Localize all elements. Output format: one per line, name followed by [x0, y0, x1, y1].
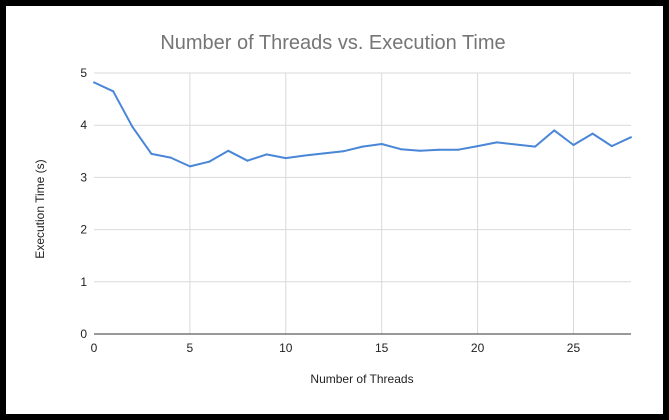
data-point	[419, 149, 421, 152]
x-tick-label: 5	[187, 341, 194, 355]
x-tick-label: 15	[375, 341, 389, 355]
data-point	[553, 129, 556, 132]
y-tick-label: 3	[80, 170, 87, 184]
data-point	[534, 145, 537, 148]
data-points	[93, 81, 632, 168]
y-tick-label: 4	[80, 118, 87, 132]
series-line	[93, 81, 632, 168]
data-point	[361, 145, 364, 148]
data-point	[591, 132, 594, 135]
data-point	[495, 141, 498, 144]
y-axis-label: Execution Time (s)	[33, 159, 47, 258]
y-tick-label: 5	[80, 66, 87, 80]
data-point	[514, 143, 517, 146]
chart-title: Number of Threads vs. Execution Time	[160, 32, 505, 54]
data-point	[265, 153, 268, 156]
y-tick-label: 1	[80, 275, 87, 289]
x-tick-label: 25	[567, 341, 581, 355]
x-tick-label: 20	[471, 341, 485, 355]
data-point	[93, 81, 95, 84]
x-tick-label: 0	[91, 341, 98, 355]
x-tick-label: 10	[279, 341, 293, 355]
data-point	[438, 148, 441, 151]
data-point	[380, 143, 383, 145]
data-point	[131, 125, 134, 128]
data-point	[112, 90, 115, 93]
data-point	[399, 148, 402, 151]
x-axis-label: Number of Threads	[310, 372, 413, 386]
data-point	[572, 144, 575, 146]
data-point	[476, 145, 479, 148]
y-tick-label: 2	[80, 223, 87, 237]
data-point	[457, 148, 460, 151]
data-point	[169, 156, 172, 159]
data-point	[188, 165, 191, 168]
data-point	[304, 154, 306, 157]
data-point	[208, 160, 211, 163]
gridlines	[94, 72, 631, 334]
y-axis-ticks: 0 1 2 3 4 5	[80, 66, 87, 341]
data-point	[630, 136, 632, 139]
data-point	[342, 150, 345, 153]
x-axis-ticks: 0 5 10 15 20 25	[91, 341, 581, 355]
data-point	[246, 159, 249, 162]
data-point	[227, 149, 230, 152]
data-point	[150, 152, 153, 155]
y-tick-label: 0	[80, 327, 87, 341]
data-point	[610, 145, 613, 148]
data-point	[284, 157, 287, 160]
data-point	[323, 152, 326, 155]
